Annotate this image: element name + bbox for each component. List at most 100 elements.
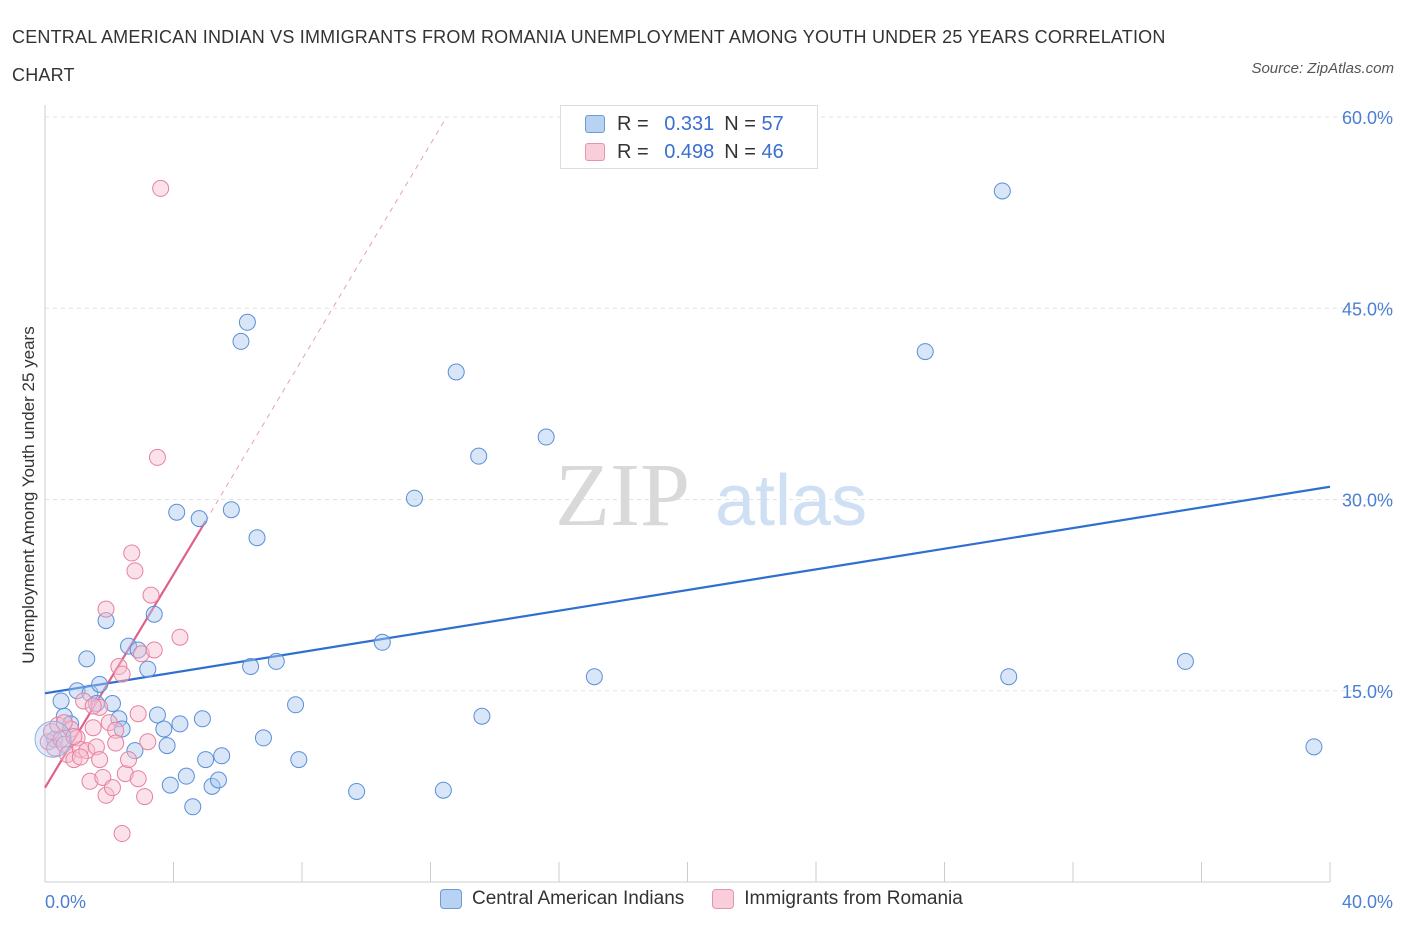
point-central-american <box>1000 668 1018 686</box>
point-central-american <box>248 529 266 547</box>
point-romania <box>81 772 99 790</box>
point-central-american <box>68 682 86 700</box>
point-central-american <box>197 751 215 769</box>
data-points <box>34 179 1323 843</box>
legend-row-central-american: R = 0.331 N = 57 <box>585 111 784 137</box>
point-romania <box>136 788 154 806</box>
point-romania <box>113 825 131 843</box>
axes <box>44 105 1331 883</box>
series-legend: Central American Indians Immigrants from… <box>440 888 991 910</box>
y-tick-label: 15.0% <box>1342 682 1393 702</box>
series-name: Immigrants from Romania <box>744 888 963 909</box>
chart-title: CENTRAL AMERICAN INDIAN VS IMMIGRANTS FR… <box>12 27 1166 85</box>
point-central-american <box>434 781 452 799</box>
point-central-american <box>470 447 488 465</box>
point-central-american <box>91 675 109 693</box>
point-romania <box>126 562 144 580</box>
legend-n-value: 57 <box>761 112 784 135</box>
point-central-american <box>203 777 221 795</box>
legend-r-value: 0.498 <box>664 140 715 163</box>
y-tick-labels: 15.0% 30.0% 45.0% 60.0% <box>1342 108 1393 702</box>
legend-n-label: N = <box>724 140 756 163</box>
point-central-american <box>267 652 285 670</box>
point-romania <box>132 645 150 663</box>
point-romania <box>55 714 73 732</box>
point-romania <box>71 748 89 766</box>
point-romania <box>107 721 125 739</box>
point-romania <box>113 665 131 683</box>
point-central-american <box>155 720 173 738</box>
point-central-american <box>537 428 555 446</box>
point-central-american <box>139 660 157 678</box>
point-central-american-cluster <box>34 720 72 758</box>
point-central-american <box>238 313 256 331</box>
point-romania <box>152 179 170 197</box>
point-romania <box>129 705 147 723</box>
point-romania <box>107 734 125 752</box>
point-central-american <box>171 715 189 733</box>
point-central-american <box>290 751 308 769</box>
point-romania <box>171 628 189 646</box>
chart-source: Source: ZipAtlas.com <box>1251 60 1394 77</box>
legend-r-value: 0.331 <box>664 112 715 135</box>
gridlines <box>45 116 1395 692</box>
point-romania <box>103 779 121 797</box>
point-central-american <box>177 767 195 785</box>
point-central-american <box>126 742 144 760</box>
point-romania <box>142 586 160 604</box>
point-romania <box>145 641 163 659</box>
point-romania <box>120 751 138 769</box>
point-central-american <box>916 343 934 361</box>
point-central-american <box>242 658 260 676</box>
point-romania <box>97 600 115 618</box>
series-name: Central American Indians <box>472 888 685 909</box>
point-central-american <box>447 363 465 381</box>
point-central-american <box>1305 738 1323 756</box>
point-central-american <box>1176 652 1194 670</box>
series-legend-romania[interactable]: Immigrants from Romania <box>712 888 963 910</box>
point-romania <box>91 698 109 716</box>
point-central-american <box>103 695 121 712</box>
point-central-american <box>254 729 272 747</box>
point-romania <box>148 448 166 466</box>
point-central-american <box>209 771 227 789</box>
point-central-american <box>158 737 176 755</box>
legend-swatch-blue <box>585 115 605 133</box>
point-central-american <box>78 650 96 668</box>
point-central-american <box>193 710 211 728</box>
x-tick-min: 0.0% <box>45 892 86 912</box>
point-central-american <box>184 798 202 816</box>
point-romania <box>139 733 157 751</box>
trend-line-extension <box>205 116 447 522</box>
trend-line-central-american <box>44 485 1331 695</box>
point-romania <box>84 719 102 737</box>
legend-r-label: R = <box>617 140 649 163</box>
y-tick-label: 60.0% <box>1342 108 1393 128</box>
series-swatch-pink <box>712 889 735 909</box>
point-central-american <box>161 776 179 794</box>
point-central-american <box>232 332 250 350</box>
y-tick-label: 30.0% <box>1342 491 1393 511</box>
point-romania <box>75 692 93 710</box>
point-central-american <box>373 633 391 651</box>
point-romania <box>87 738 105 756</box>
point-central-american <box>585 668 603 686</box>
watermark-zip: ZIP <box>555 446 690 545</box>
legend-r-label: R = <box>617 112 649 135</box>
point-central-american <box>145 605 163 623</box>
watermark-atlas: atlas <box>715 461 867 541</box>
point-central-american <box>222 501 240 519</box>
point-romania <box>123 544 141 562</box>
legend-swatch-pink <box>585 143 605 161</box>
point-central-american <box>405 489 423 507</box>
point-central-american <box>52 692 70 710</box>
point-central-american <box>287 696 305 714</box>
point-romania <box>84 697 102 715</box>
legend-n-label: N = <box>724 112 756 135</box>
point-central-american <box>190 510 208 528</box>
point-romania <box>116 765 134 783</box>
series-legend-central-american[interactable]: Central American Indians <box>440 888 684 910</box>
series-swatch-blue <box>440 889 462 909</box>
point-romania <box>91 751 109 769</box>
point-central-american <box>120 637 138 655</box>
